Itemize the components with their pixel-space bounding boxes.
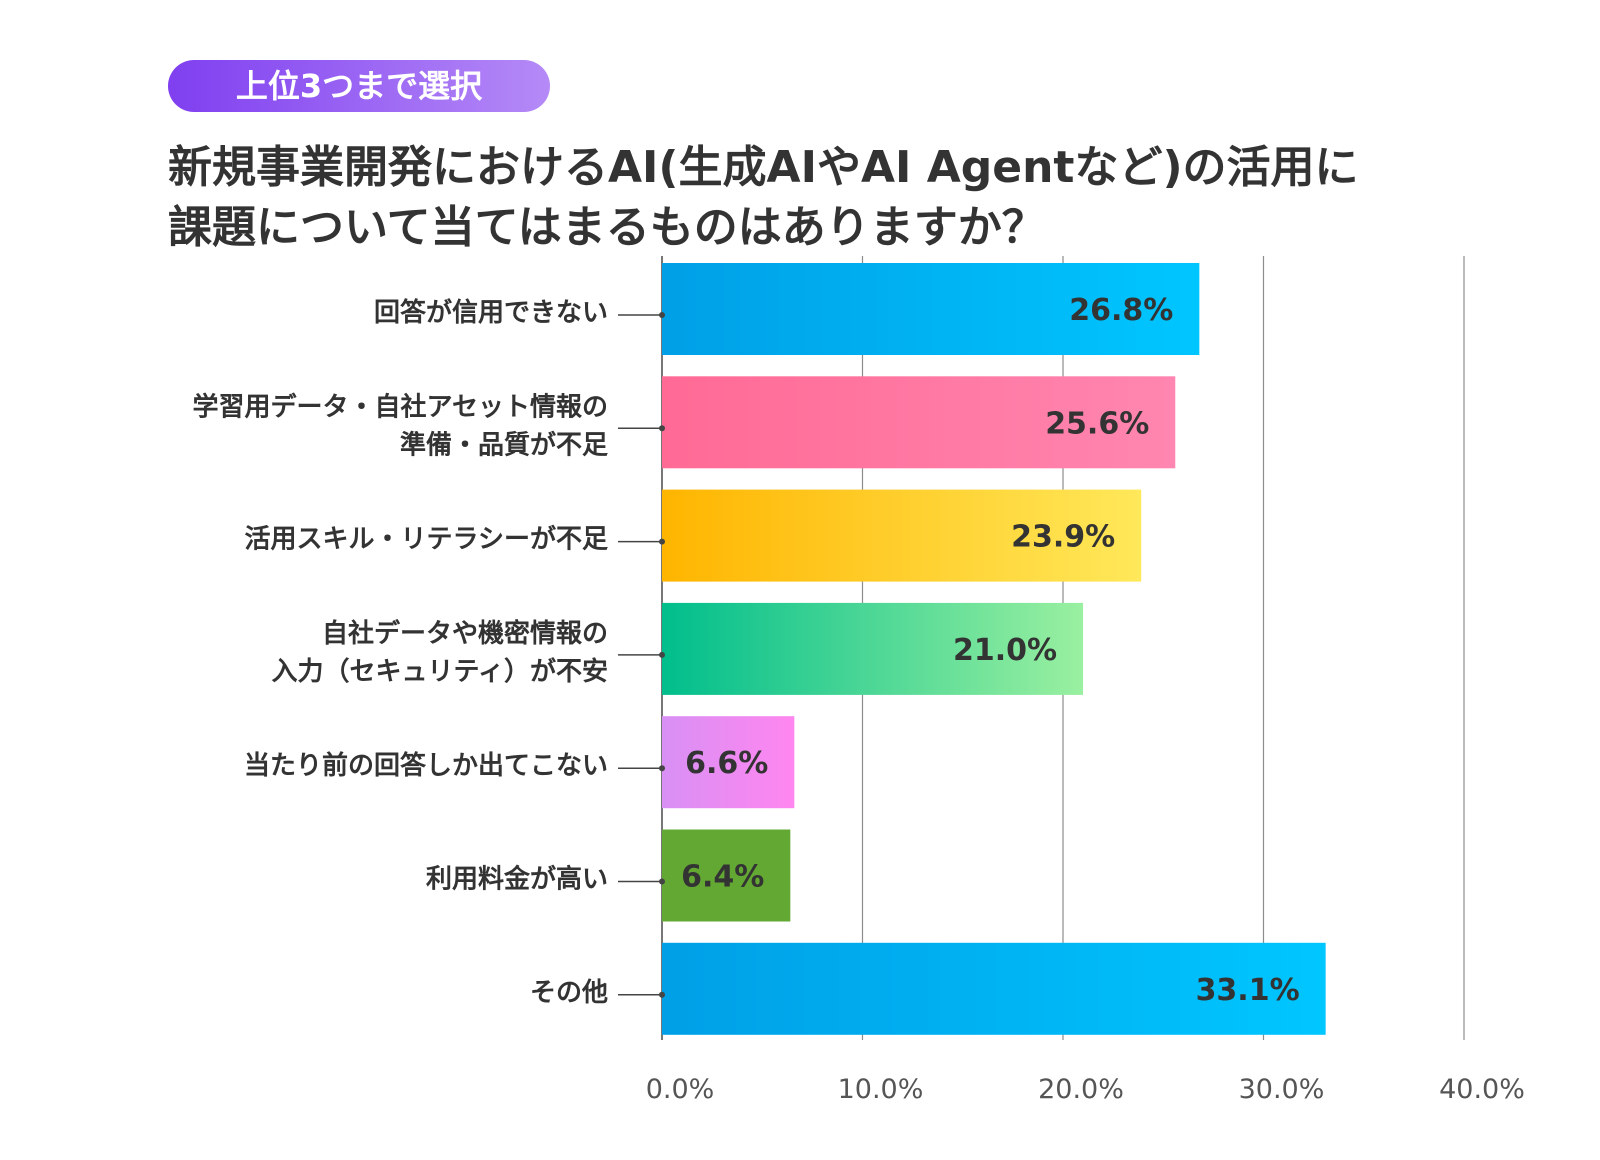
chart-title: 新規事業開発におけるAI(生成AIやAI Agentなど)の活用に 課題について…: [168, 138, 1568, 258]
category-label-3-line-0: 自社データや機密情報の: [322, 618, 608, 649]
category-connector-dot-1: [659, 425, 665, 432]
chart-title-line-2: 課題について当てはまるものはありますか？: [168, 202, 1046, 253]
data-label-3: 21.0%: [953, 633, 1057, 668]
category-connector-dot-4: [659, 765, 665, 772]
data-label-2: 23.9%: [1011, 520, 1115, 555]
data-label-6: 33.1%: [1196, 973, 1300, 1008]
category-label-5: 利用料金が高い: [426, 864, 608, 895]
category-label-1-line-1: 準備・品質が不足: [400, 429, 608, 460]
bar-2: [662, 489, 1142, 582]
category-connector-dot-0: [659, 312, 665, 318]
bar-1: [662, 376, 1176, 469]
category-label-1-line-0: 学習用データ・自社アセット情報の: [193, 391, 608, 422]
bar-0: [662, 263, 1200, 355]
category-label-2: 活用スキル・リテラシーが不足: [245, 524, 608, 555]
category-connector-dot-6: [659, 991, 665, 998]
category-label-3-line-1: 入力（セキュリティ）が不安: [272, 656, 608, 687]
category-connector-dot-3: [659, 651, 665, 658]
selection-badge-label: 上位3つまで選択: [235, 67, 483, 105]
selection-badge: 上位3つまで選択: [168, 60, 550, 112]
bar-3: [662, 602, 1084, 695]
category-label-0: 回答が信用できない: [374, 297, 608, 328]
data-label-5: 6.4%: [681, 860, 764, 895]
category-label-4: 当たり前の回答しか出てこない: [244, 750, 608, 781]
bar-4: [662, 716, 795, 809]
x-tick-label-4: 40.0%: [1439, 1074, 1525, 1105]
category-connector-dot-5: [659, 878, 665, 885]
data-label-1: 25.6%: [1045, 406, 1149, 441]
chart-title-line-1: 新規事業開発におけるAI(生成AIやAI Agentなど)の活用に: [168, 142, 1359, 193]
category-label-6: その他: [530, 978, 608, 1008]
x-tick-label-0: 0.0%: [646, 1074, 715, 1105]
data-label-4: 6.6%: [685, 746, 768, 781]
bar-5: [662, 829, 791, 922]
category-connector-dot-2: [659, 538, 665, 545]
data-label-0: 26.8%: [1069, 293, 1173, 328]
x-tick-label-2: 20.0%: [1038, 1074, 1124, 1105]
bar-6: [662, 942, 1326, 1035]
x-tick-label-3: 30.0%: [1239, 1074, 1325, 1105]
x-tick-label-1: 10.0%: [838, 1074, 924, 1105]
